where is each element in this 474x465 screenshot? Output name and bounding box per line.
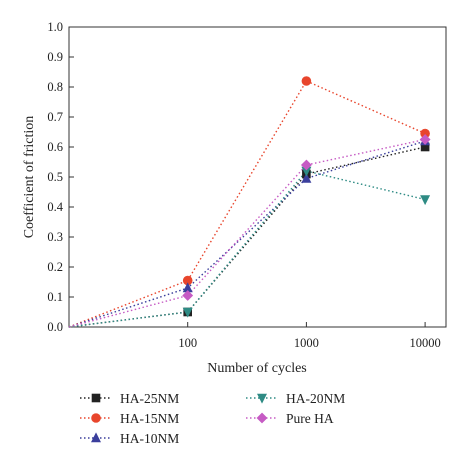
legend-label: HA-15NM: [120, 411, 179, 426]
series-line-5: [68, 138, 426, 328]
series-line-4: [68, 170, 426, 328]
legend-label: HA-10NM: [120, 431, 179, 446]
y-tick-label: 0.6: [47, 140, 63, 154]
series-line-2: [68, 80, 426, 328]
series-line-3: [68, 140, 426, 328]
series-lines: [68, 80, 426, 328]
data-point: [420, 195, 431, 206]
y-tick-label: 0.8: [47, 80, 63, 94]
y-tick-label: 0.9: [47, 50, 63, 64]
x-tick-label: 1000: [294, 336, 319, 350]
legend-label: Pure HA: [286, 411, 334, 426]
legend: HA-25NM HA-15NM HA-10NM HA-20NM Pure HA: [80, 391, 345, 446]
data-point: [301, 76, 312, 86]
series-line-1: [68, 146, 426, 328]
y-axis-title: Coefficient of friction: [22, 116, 37, 239]
y-tick-label: 0.7: [47, 110, 63, 124]
data-point: [182, 307, 193, 318]
legend-label: HA-25NM: [120, 391, 179, 406]
data-point: [182, 290, 194, 301]
y-tick-label: 0.1: [47, 290, 63, 304]
plot-frame: [68, 26, 447, 328]
legend-marker: [256, 412, 268, 424]
y-tick-label: 0.3: [47, 230, 63, 244]
series-markers: [182, 76, 431, 318]
x-tick-label: 10000: [409, 336, 440, 350]
legend-marker: [91, 413, 101, 423]
y-axis: 0.0 0.1 0.2 0.3 0.4 0.5 0.6 0.7 0.8 0.9 1.0: [47, 20, 74, 334]
y-tick-label: 0.2: [47, 260, 63, 274]
legend-marker: [91, 432, 101, 443]
data-point: [301, 172, 312, 183]
x-axis-title: Number of cycles: [207, 361, 307, 376]
x-axis: 100 1000 10000: [178, 322, 441, 350]
data-point: [419, 134, 431, 145]
legend-marker: [257, 393, 267, 404]
legend-label: HA-20NM: [286, 391, 345, 406]
x-tick-label: 100: [178, 336, 197, 350]
legend-marker: [91, 393, 101, 403]
y-tick-label: 0.4: [47, 200, 63, 214]
y-tick-label: 1.0: [47, 20, 63, 34]
y-tick-label: 0.0: [47, 320, 63, 334]
y-tick-label: 0.5: [47, 170, 63, 184]
data-point: [300, 159, 312, 171]
